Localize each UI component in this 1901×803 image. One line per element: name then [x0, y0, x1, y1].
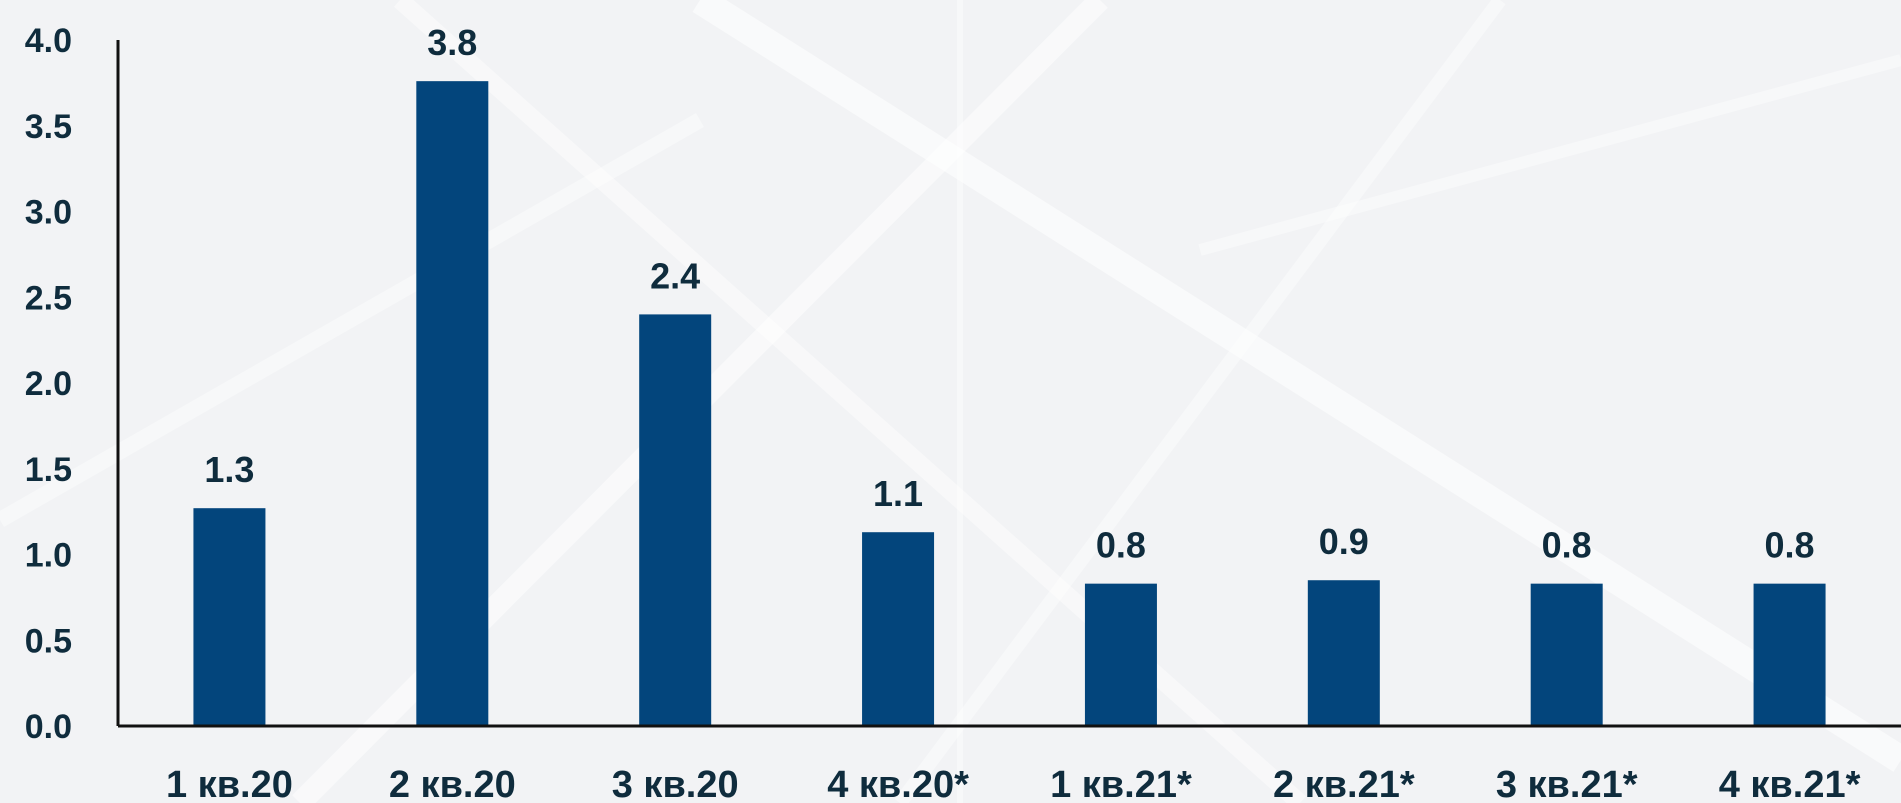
- x-tick-label: 2 кв.21*: [1273, 764, 1415, 803]
- y-tick-label: 4.0: [25, 22, 72, 60]
- bar: [639, 314, 712, 726]
- x-tick-label: 3 кв.21*: [1496, 764, 1638, 803]
- x-tick-label: 4 кв.20*: [827, 764, 969, 803]
- bar-value-label: 1.3: [204, 449, 254, 490]
- y-tick-label: 1.5: [25, 451, 72, 489]
- y-tick-label: 1.0: [25, 537, 72, 575]
- y-tick-label: 3.0: [25, 194, 72, 232]
- bar-value-label: 0.8: [1542, 525, 1592, 566]
- x-axis-ticks: 1 кв.20 2 кв.20 3 кв.20 4 кв.20* 1 кв.21* 2 к…: [166, 764, 1861, 803]
- y-tick-label: 2.0: [25, 365, 72, 403]
- x-tick-label: 1 кв.20: [166, 764, 293, 803]
- data-labels: 1.3 3.8 2.4 1.1 0.8 0.9 0.8 0.8: [204, 22, 1814, 565]
- bar-value-label: 3.8: [427, 22, 477, 63]
- bar-value-label: 1.1: [873, 473, 923, 514]
- bar: [416, 81, 489, 726]
- bar-value-label: 0.9: [1319, 521, 1369, 562]
- bar-value-label: 0.8: [1765, 525, 1815, 566]
- y-tick-label: 2.5: [25, 279, 72, 317]
- x-tick-label: 4 кв.21*: [1719, 764, 1861, 803]
- bar: [1753, 583, 1826, 726]
- bars: [193, 81, 1826, 726]
- bar: [1084, 583, 1157, 726]
- x-tick-label: 1 кв.21*: [1050, 764, 1192, 803]
- bar: [862, 532, 935, 726]
- x-tick-label: 2 кв.20: [389, 764, 516, 803]
- bar: [1307, 580, 1380, 726]
- y-axis-ticks: 0.0 0.5 1.0 1.5 2.0 2.5 3.0 3.5 4.0: [25, 22, 72, 746]
- y-tick-label: 0.5: [25, 622, 72, 660]
- bar-value-label: 2.4: [650, 255, 700, 296]
- bar: [193, 508, 266, 726]
- bar-value-label: 0.8: [1096, 525, 1146, 566]
- x-tick-label: 3 кв.20: [612, 764, 739, 803]
- bar: [1530, 583, 1603, 726]
- y-tick-label: 3.5: [25, 108, 72, 146]
- y-tick-label: 0.0: [25, 708, 72, 746]
